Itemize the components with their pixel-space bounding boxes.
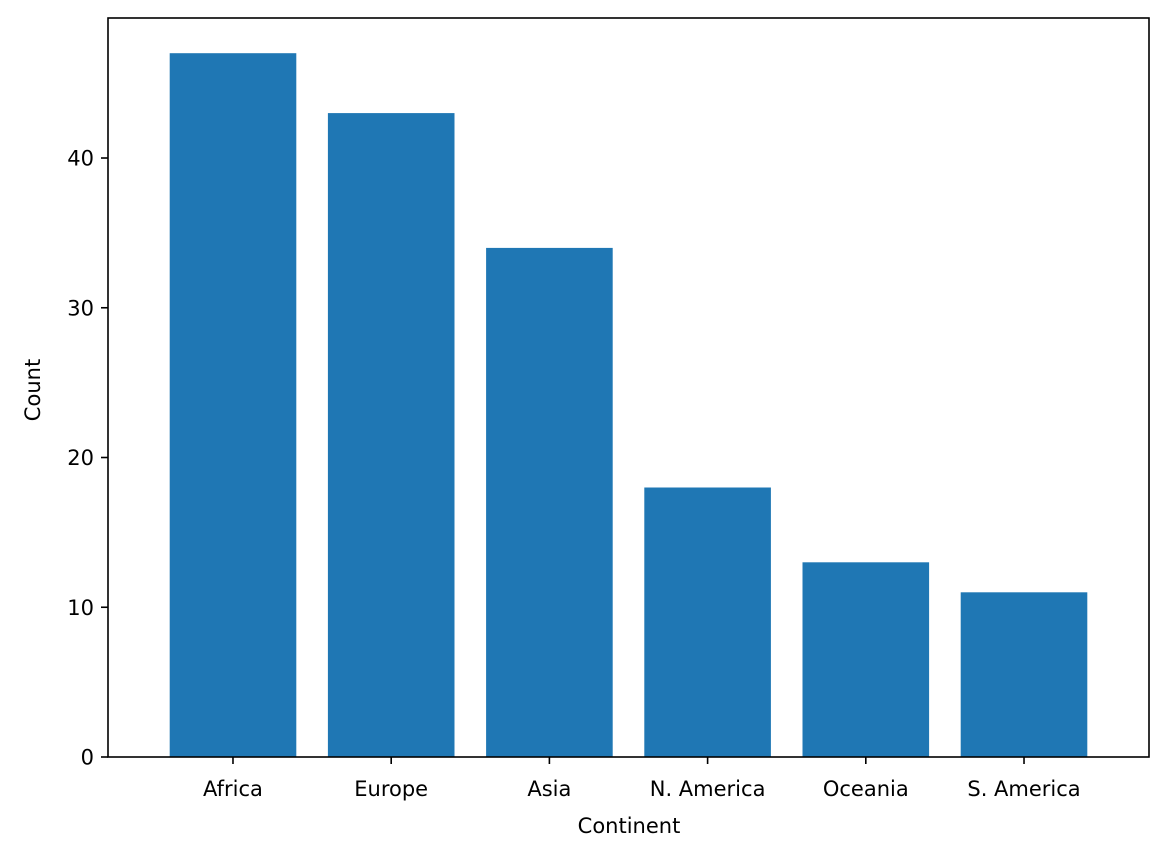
bars-group [169,53,1088,758]
x-tick-label: S. America [967,777,1080,801]
y-axis-title: Count [21,359,45,421]
bar-s-america [960,592,1088,757]
x-tick-label: N. America [650,777,766,801]
y-axis: 0 10 20 30 40 [67,147,108,770]
y-tick-label: 0 [81,746,94,770]
bar-n-america [644,487,771,757]
y-tick-label: 20 [67,446,94,470]
bar-africa [169,53,297,757]
plot-frame [107,17,1150,758]
x-tick-label: Asia [527,777,571,801]
x-tick-label: Oceania [823,777,909,801]
x-axis-title: Continent [578,814,681,838]
x-tick-label: Europe [354,777,428,801]
bar-asia [486,247,613,757]
bar-europe [327,113,455,758]
y-tick-label: 30 [67,296,94,320]
y-tick-label: 40 [67,147,94,171]
bar-oceania [802,562,930,757]
x-tick-label: Africa [203,777,263,801]
x-axis: Africa Europe Asia N. America Oceania S. Amer… [203,757,1081,801]
y-tick-label: 10 [67,596,94,620]
